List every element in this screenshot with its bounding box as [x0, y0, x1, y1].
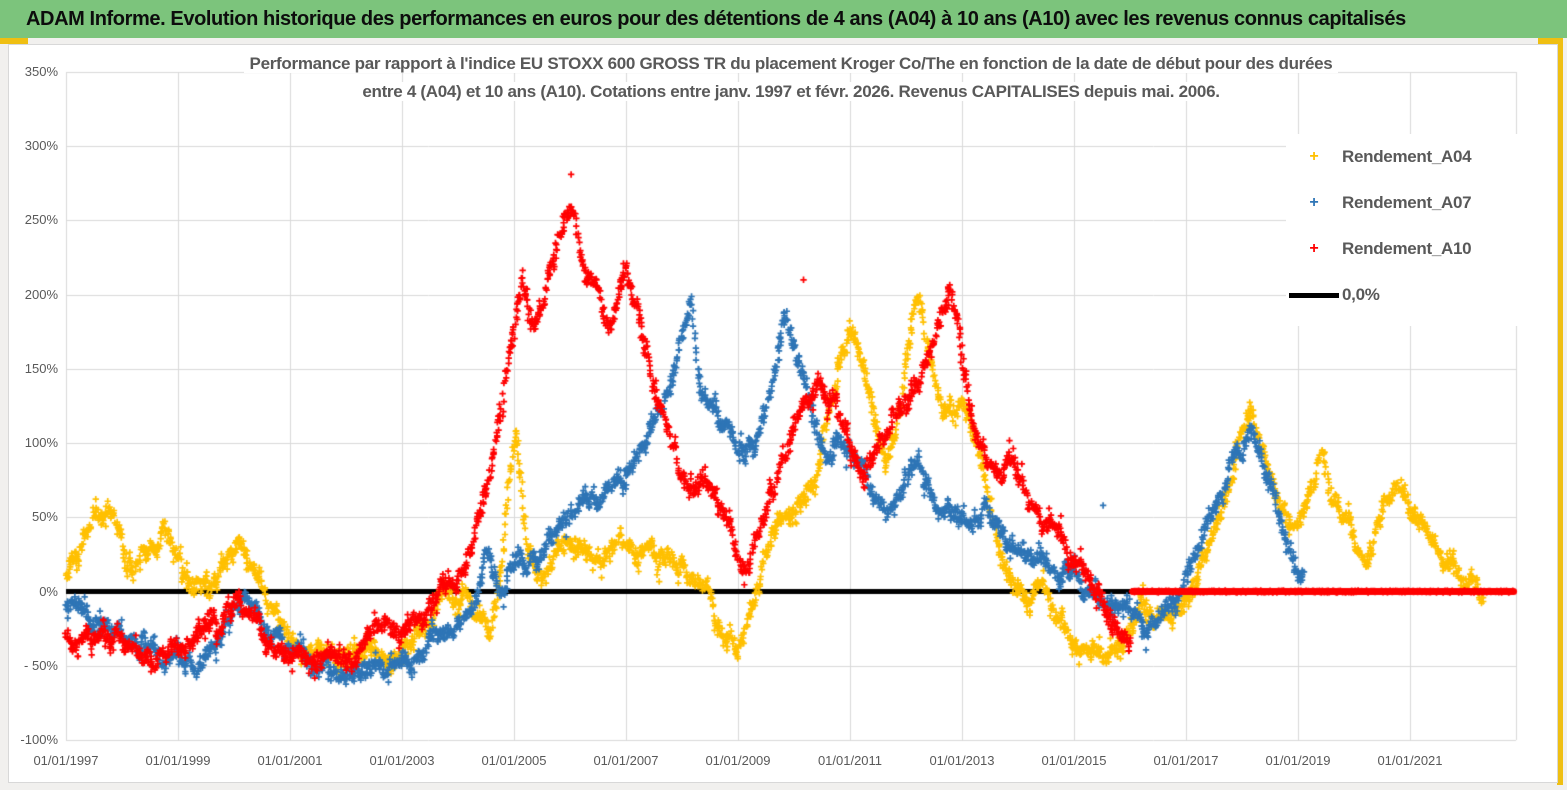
x-axis-label: 01/01/1999 [145, 753, 211, 768]
y-axis-label: - 50% [24, 657, 58, 673]
x-axis-label: 01/01/2021 [1377, 753, 1443, 768]
plus-marker-icon: + [1309, 148, 1319, 165]
x-axis-label: 01/01/2009 [705, 753, 771, 768]
plus-marker-icon: + [1309, 194, 1319, 211]
x-axis-label: 01/01/2011 [817, 753, 883, 768]
legend-item-a07: + Rendement_A07 [1286, 180, 1518, 226]
legend-item-zero-line: 0,0% [1286, 272, 1518, 318]
x-axis-label: 01/01/2019 [1265, 753, 1331, 768]
y-axis-label: 50% [31, 509, 58, 525]
y-axis-label: 200% [24, 286, 58, 302]
x-axis-label: 01/01/2017 [1153, 753, 1219, 768]
x-axis-label: 01/01/2015 [1041, 753, 1107, 768]
y-axis-label: 100% [24, 435, 58, 451]
legend-label: Rendement_A07 [1342, 193, 1472, 212]
legend-item-a04: + Rendement_A04 [1286, 134, 1518, 180]
y-axis-label: 300% [24, 138, 58, 154]
x-axis-label: 01/01/2013 [929, 753, 995, 768]
x-axis-label: 01/01/1997 [33, 753, 99, 768]
plus-marker-icon: + [1309, 240, 1319, 257]
legend: + Rendement_A04 + Rendement_A07 + Rendem… [1286, 134, 1518, 326]
legend-label: 0,0% [1342, 285, 1380, 304]
y-axis-label: 350% [24, 64, 58, 79]
x-axis-label: 01/01/2001 [257, 753, 323, 768]
legend-label: Rendement_A10 [1342, 239, 1472, 258]
y-axis-label: -100% [20, 732, 58, 747]
x-axis-label: 01/01/2003 [369, 753, 435, 768]
chart-title-line1: Performance par rapport à l'indice EU ST… [66, 54, 1516, 74]
legend-label: Rendement_A04 [1342, 147, 1472, 166]
y-axis-label: 0% [39, 583, 58, 599]
chart-title-line2: entre 4 (A04) et 10 ans (A10). Cotations… [66, 82, 1516, 102]
legend-item-a10: + Rendement_A10 [1286, 226, 1518, 272]
y-axis-label: 150% [24, 360, 58, 376]
x-axis-label: 01/01/2005 [481, 753, 547, 768]
x-axis-label: 01/01/2007 [593, 753, 659, 768]
y-axis-label: 250% [24, 212, 58, 228]
black-line-icon [1289, 292, 1339, 298]
